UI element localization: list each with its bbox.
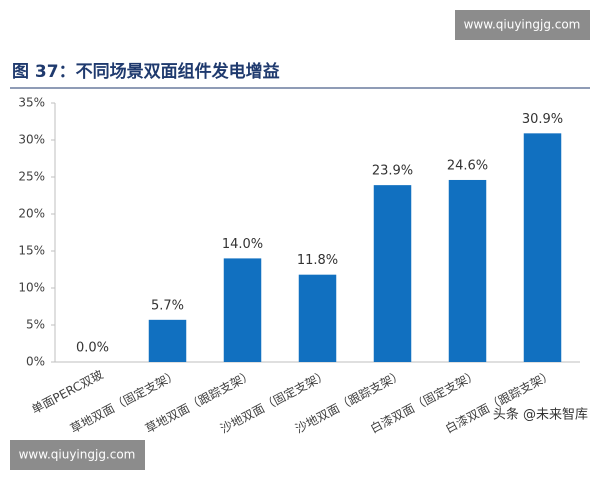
y-tick-label: 25% [18,170,45,184]
value-label: 23.9% [372,164,413,179]
y-tick-label: 35% [18,96,45,110]
watermark-box [10,440,145,470]
watermark: 头条 @未来智库 [493,407,588,423]
watermark: www.qiuyingjg.com [464,18,581,32]
bar [448,179,487,362]
value-label: 0.0% [76,341,109,356]
y-tick-label: 30% [18,133,45,147]
bar [523,133,562,362]
value-label: 11.8% [297,253,338,268]
y-tick-label: 15% [18,244,45,258]
value-label: 14.0% [222,237,263,252]
bar [223,258,262,362]
y-tick-label: 20% [18,207,45,221]
value-label: 30.9% [522,112,563,127]
bar [298,274,337,362]
chart-title: 图 37：不同场景双面组件发电增益 [12,61,280,82]
bar [373,185,412,362]
value-label: 24.6% [447,158,488,173]
y-tick-label: 0% [26,355,45,369]
y-tick-label: 10% [18,281,45,295]
value-label: 5.7% [151,298,184,313]
watermark: www.qiuyingjg.com [19,448,136,462]
y-tick-label: 5% [26,318,45,332]
bar [148,319,187,362]
watermark-box [455,10,590,40]
